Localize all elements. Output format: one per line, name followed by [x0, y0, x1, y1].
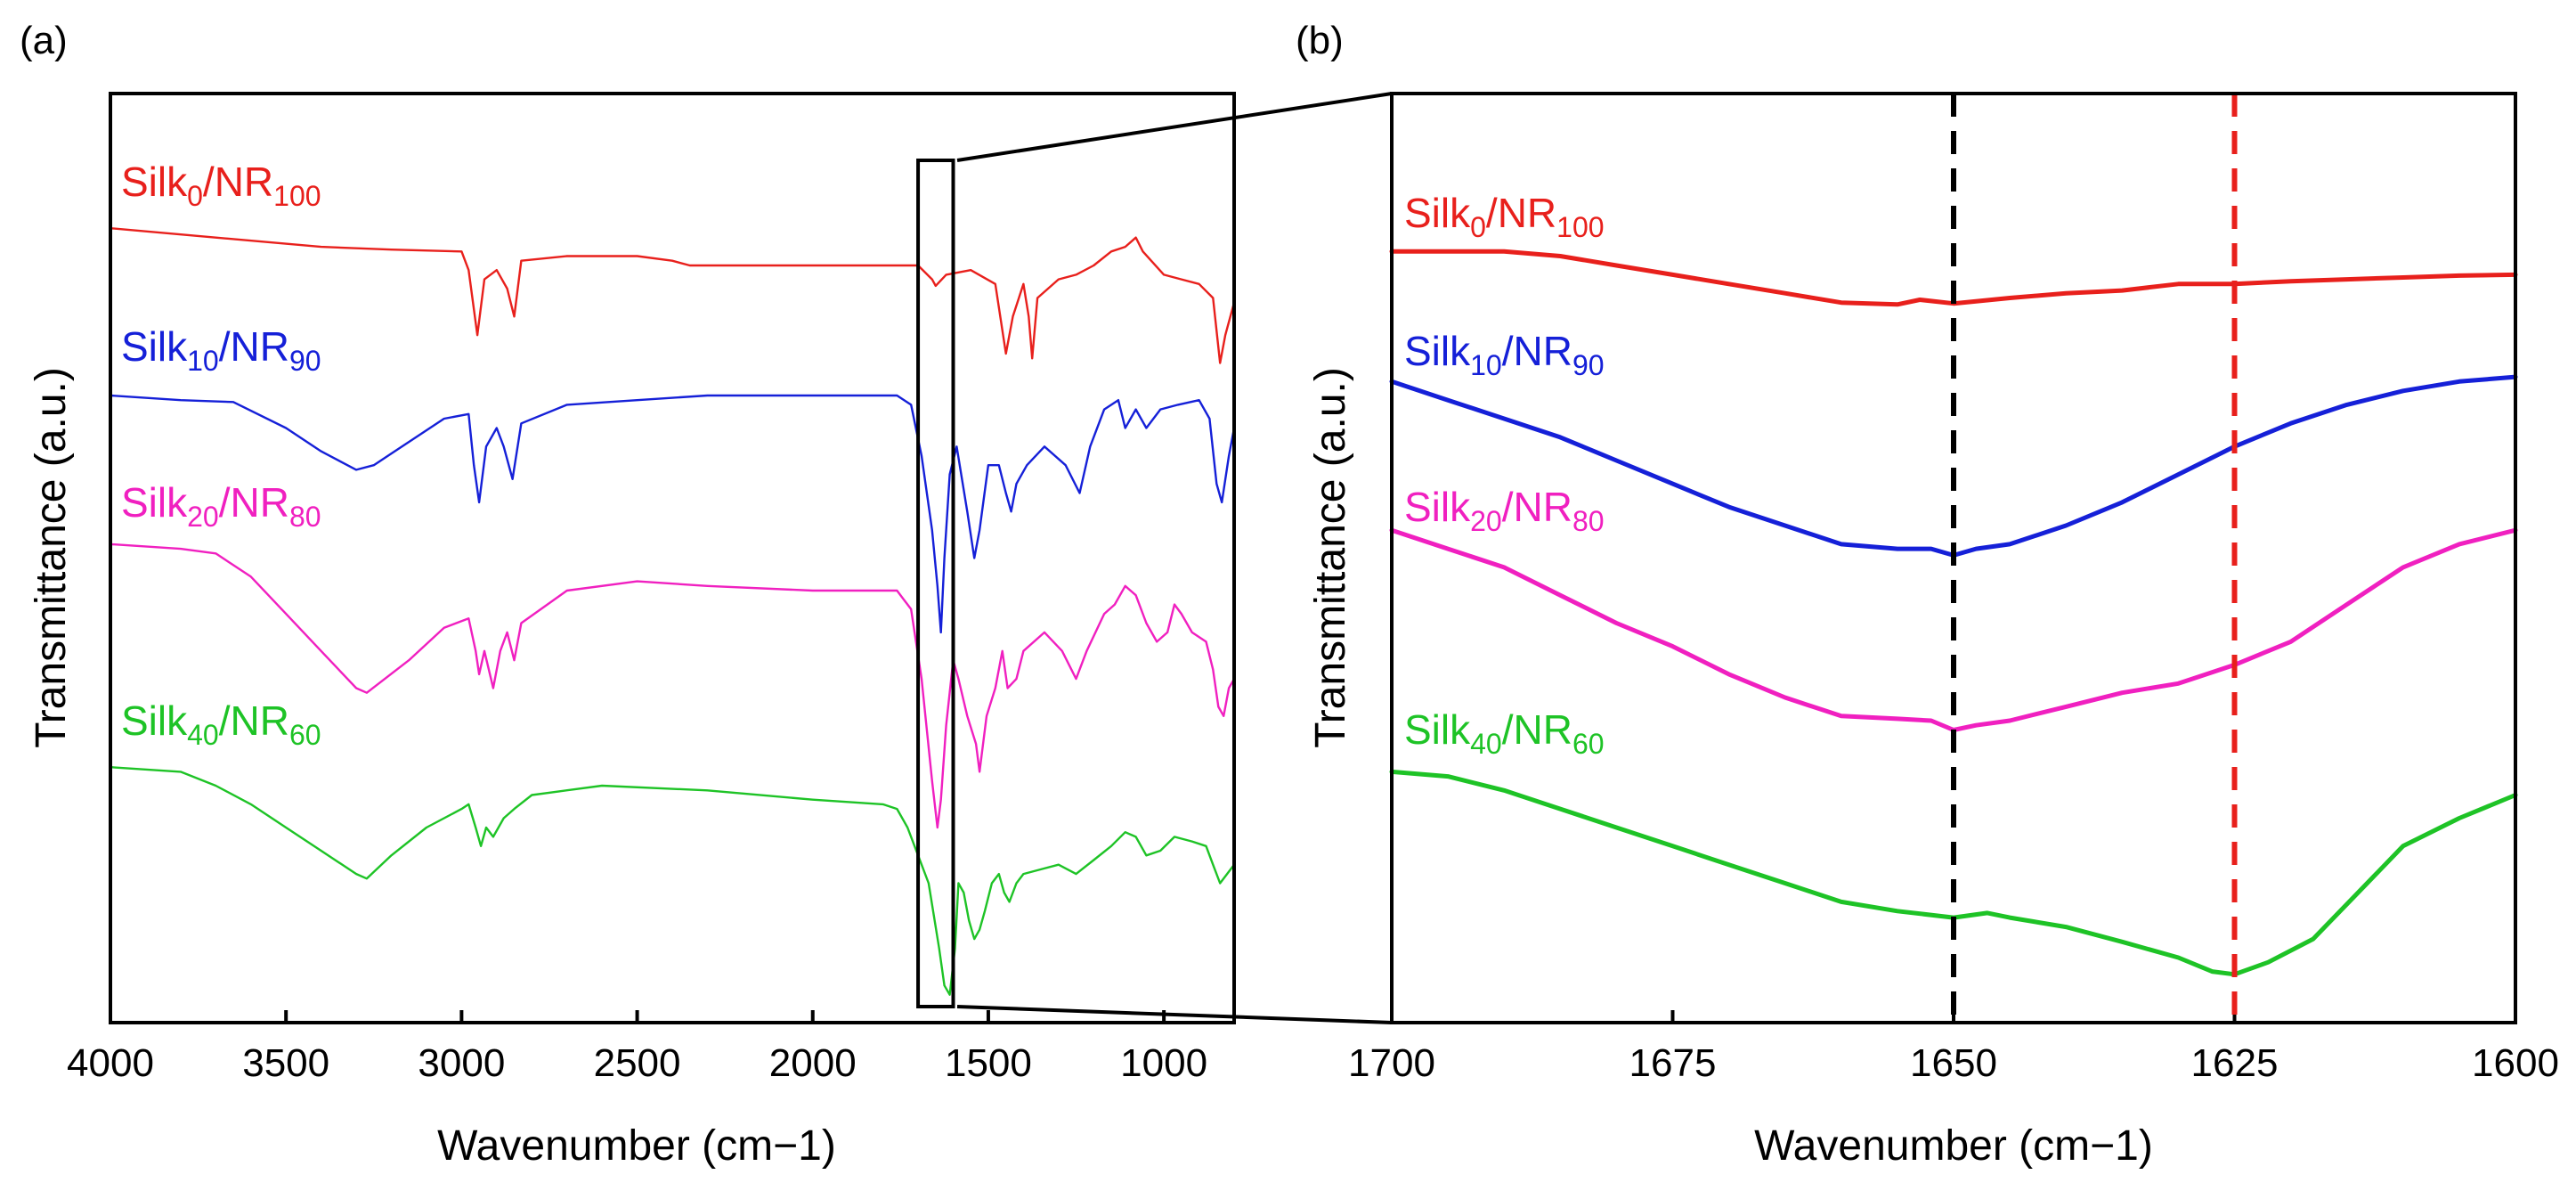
panel-a-x-tick-label: 1500 [945, 1041, 1032, 1085]
panel-b-legend-labels: Silk0/NR100 Silk10/NR90 Silk20/NR80 Silk40/… [1404, 190, 1605, 760]
panel-a-series-line-silk20 [109, 542, 1236, 829]
panel-b-x-tick-label: 1600 [2472, 1041, 2559, 1085]
panel-b-label: (b) [1296, 19, 1344, 62]
panel-a-series-label-silk40: Silk40/NR60 [121, 697, 321, 751]
panel-b-x-ticks: 1700 1675 1650 1625 1600 [1348, 1010, 2559, 1085]
panel-b-x-tick-label: 1650 [1910, 1041, 1997, 1085]
panel-a-x-tick-label: 3500 [242, 1041, 329, 1085]
panel-b-reference-lines [1951, 94, 2238, 1023]
zoom-connector-top [956, 92, 1393, 162]
panel-a-series-label-silk0: Silk0/NR100 [121, 159, 321, 212]
panel-a-series-line-silk40 [109, 766, 1236, 996]
panel-b-x-tick-label: 1625 [2191, 1041, 2279, 1085]
panel-a-x-tick-label: 2000 [769, 1041, 857, 1085]
panel-a-x-tick-label: 4000 [67, 1041, 154, 1085]
panel-a-series-line-silk10 [109, 394, 1236, 634]
zoom-connector-bottom [956, 1005, 1393, 1024]
panel-b-frame [1390, 92, 2517, 1024]
panel-b-series-label-silk40: Silk40/NR60 [1404, 706, 1605, 760]
panel-a-y-axis-label: Transmittance (a.u.) [28, 367, 75, 748]
panel-b-series-label-silk10: Silk10/NR90 [1404, 328, 1605, 381]
panel-a-legend-labels: Silk0/NR100 Silk10/NR90 Silk20/NR80 Silk40/… [121, 159, 321, 751]
panel-b-series-line-silk0 [1389, 249, 2518, 307]
panel-a-x-tick-label: 1000 [1120, 1041, 1207, 1085]
panel-a-series-label-silk20: Silk20/NR80 [121, 479, 321, 533]
panel-b: (b) 1700 1675 1650 1625 1600 Silk0/NR100Silk… [1296, 19, 2559, 1170]
panel-b-x-tick-label: 1675 [1629, 1041, 1717, 1085]
panel-a-series-line-silk0 [109, 227, 1236, 364]
panel-a-inset-box [916, 159, 955, 1008]
zoom-connectors [956, 92, 1393, 1024]
panel-b-series-label-silk0: Silk0/NR100 [1404, 190, 1605, 243]
panel-a-x-tick-label: 2500 [594, 1041, 681, 1085]
panel-b-series-label-silk20: Silk20/NR80 [1404, 484, 1605, 537]
panel-a-series-label-silk10: Silk10/NR90 [121, 323, 321, 377]
panel-b-x-axis-label: Wavenumber (cm−1) [1754, 1122, 2153, 1170]
panel-a-x-tick-label: 3000 [418, 1041, 505, 1085]
panel-a-x-axis-label: Wavenumber (cm−1) [437, 1122, 836, 1170]
panel-a: (a) 4000 3500 3000 2500 2000 1500 1000 Silk0/N… [20, 19, 1236, 1170]
panel-b-y-axis-label: Transmittance (a.u.) [1307, 367, 1354, 748]
panel-b-x-tick-label: 1700 [1348, 1041, 1435, 1085]
panel-a-x-ticks: 4000 3500 3000 2500 2000 1500 1000 [67, 1010, 1207, 1085]
panel-a-label: (a) [20, 19, 68, 62]
panel-a-frame [109, 92, 1236, 1024]
panel-b-series-line-silk40 [1389, 769, 2518, 977]
